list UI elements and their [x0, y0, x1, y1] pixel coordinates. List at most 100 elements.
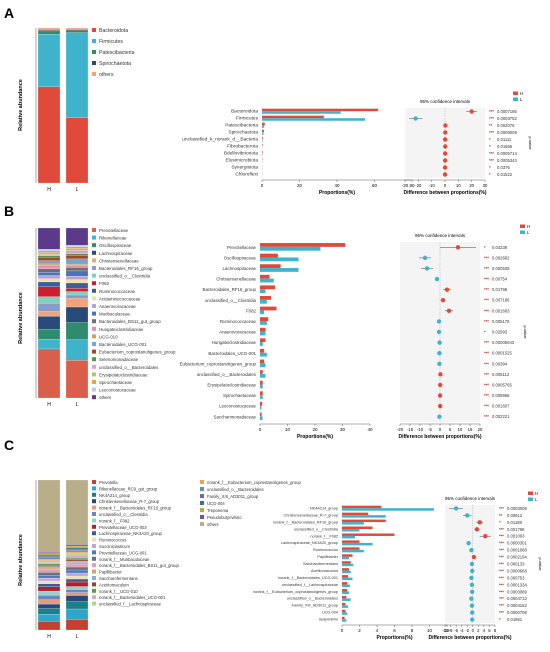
panel-c-legend-swatch	[92, 499, 96, 504]
panel-b-legend: Prevotellaceae Rikenellaceae Oscillospirac…	[92, 228, 176, 400]
panel-c-stack-segment	[37, 621, 61, 631]
panel-a-prop-bar-h	[262, 108, 379, 112]
panel-a-diff-tick-label: 0	[444, 183, 447, 188]
panel-c-stack-segment	[65, 560, 89, 563]
panel-c-pvalue: 0.0004713	[507, 596, 527, 601]
panel-c-legend-swatch	[92, 512, 96, 516]
panel-c-legend-label: norank_f__UCG-010	[99, 589, 138, 594]
panel-b-legend-swatch	[92, 364, 96, 369]
panel-b-legend-swatch	[92, 250, 96, 255]
panel-c-legend-label: norank_f__Muribaculaceae	[99, 557, 150, 562]
panel-a-group-label: L	[76, 187, 79, 193]
panel-c-legend-label: norank_f__Bacteroidales_RF16_group	[99, 506, 172, 511]
panel-c-prop-tick-label: 8	[411, 628, 414, 633]
panel-b-legend-swatch	[92, 395, 96, 400]
panel-a-taxon-label: Patescibacteria	[225, 123, 258, 129]
panel-c-prop-tick-label: 0	[341, 628, 344, 633]
panel-b-diff-point	[436, 329, 442, 335]
panel-b-prop-tick-label: 20	[312, 427, 318, 432]
panel-b-prop-bar-h	[260, 317, 269, 321]
panel-c-prop-bar-h	[342, 519, 386, 523]
panel-c-legend-swatch	[92, 531, 96, 536]
panel-c-sig-stars: ***	[499, 582, 504, 587]
panel-b-prop-bar-h	[260, 306, 277, 311]
panel-b-legend-label: F082	[99, 281, 110, 286]
panel-b-stack-segment	[65, 288, 89, 292]
panel-b-prop-tick-label: 40	[367, 427, 373, 432]
panel-a-pvalue: 0.01522	[497, 172, 513, 177]
panel-b-prop-bar-h	[260, 327, 266, 332]
panel-c-legend-swatch	[92, 537, 96, 542]
panel-c-legend-swatch	[200, 522, 204, 526]
panel-b-taxon-label: F082	[246, 308, 257, 313]
panel-a-ylabel: Relative abundance	[18, 79, 24, 131]
panel-b-stack-segment	[65, 270, 89, 277]
panel-b-stack-segment	[65, 306, 89, 323]
panel-c-stack-segment	[65, 553, 89, 556]
panel-a-legend-label: others	[99, 72, 114, 78]
panel-c-stack-segment	[65, 572, 89, 577]
panel-b-legend-swatch	[92, 380, 96, 384]
panel-b-legend-label: Anaerovoracaceae	[99, 304, 136, 309]
panel-c-prop-bar-l	[342, 522, 364, 525]
panel-b-stack-segment	[65, 248, 89, 251]
panel-c-sig-stars: ***	[499, 562, 504, 567]
panel-c-prop-bar-l	[342, 535, 356, 539]
panel-a-legend-swatch	[92, 50, 96, 54]
panel-c-stack-segment	[37, 595, 61, 600]
panel-c-prop-bar-l	[342, 563, 354, 567]
panel-c-stack-segment	[65, 544, 89, 547]
panel-b-stack-segment	[37, 278, 61, 283]
panel-c-group-legend-swatch	[528, 497, 533, 501]
panel-c-stack-segment	[65, 547, 89, 550]
panel-b-ylabel: Relative abundance	[18, 292, 24, 344]
panel-b-sig-stars: ***	[484, 404, 489, 409]
panel-b-diff-tick-label: 15	[468, 427, 473, 432]
panel-b-stack-segment	[65, 255, 89, 260]
panel-c-pvalue-axis-label: p-value	[538, 557, 543, 571]
panel-b-stack-segment	[37, 275, 61, 279]
panel-c-legend-label: Prevotella	[99, 480, 118, 485]
panel-b-prop-bar-l	[260, 331, 266, 336]
panel-b-pvalue: 0.02993	[492, 330, 508, 335]
panel-c-taxon-label: norank_f__Bacteroidales_UCG-001	[278, 576, 338, 580]
panel-c-stack-segment	[65, 601, 89, 610]
panel-a-prop-bar-h	[262, 143, 263, 147]
panel-b-legend-label: Ruminococcaceae	[99, 289, 136, 294]
panel-b-legend-swatch	[92, 304, 96, 308]
panel-c-prop-xlabel: Proportions(%)	[376, 635, 412, 641]
panel-c-legend-swatch	[200, 501, 204, 505]
panel-b-legend-swatch	[92, 281, 96, 286]
panel-c-diff-tick-label: -8	[449, 628, 453, 633]
panel-b-legend-swatch	[92, 357, 96, 362]
panel-b-stack-segment	[37, 254, 61, 256]
panel-a-prop-bar-h	[262, 122, 265, 126]
panel-c-prop-bar-l	[342, 584, 350, 588]
panel-b-stack-segment	[37, 257, 61, 261]
panel-b-diff-tick-label: -15	[407, 427, 414, 432]
panel-b-stack-segment	[65, 298, 89, 308]
panel-c-sig-stars: ***	[499, 596, 504, 601]
panel-a-diff-tick-label: -10	[429, 183, 436, 188]
panel-a-prop-bar-h	[262, 129, 264, 133]
panel-b-diff-point	[437, 340, 442, 345]
panel-c-diff-tick-label: 6	[488, 628, 491, 633]
panel-a-diff-tick-label: -20	[415, 183, 422, 188]
panel-a-sig-stars: *	[489, 172, 491, 177]
panel-a-pvalue: 0.002076	[497, 123, 515, 128]
panel-b-stack-segment	[65, 246, 89, 249]
panel-c-taxon-label: unclassified_f__Lachnospiraceae	[282, 583, 338, 587]
panel-b-taxon-label: Hungateiclostridiaceae	[212, 340, 257, 345]
panel-c-stack-segment	[37, 557, 61, 560]
panel-c-stack-segment	[37, 608, 61, 615]
panel-c-sig-stars: ***	[499, 534, 504, 539]
panel-c-stack-segment	[65, 608, 89, 620]
panel-c-ylabel: Relative abundance	[18, 534, 24, 586]
panel-c-prop-bar-l	[342, 549, 364, 553]
panel-b-taxon-label: Leuconostocaceae	[219, 404, 256, 409]
panel-c-sig-stars: ***	[499, 610, 504, 615]
panel-b-pvalue: 0.002221	[492, 414, 510, 419]
panel-c-legend-swatch	[92, 582, 96, 587]
panel-b-pvalue: 0.001683	[492, 308, 510, 313]
